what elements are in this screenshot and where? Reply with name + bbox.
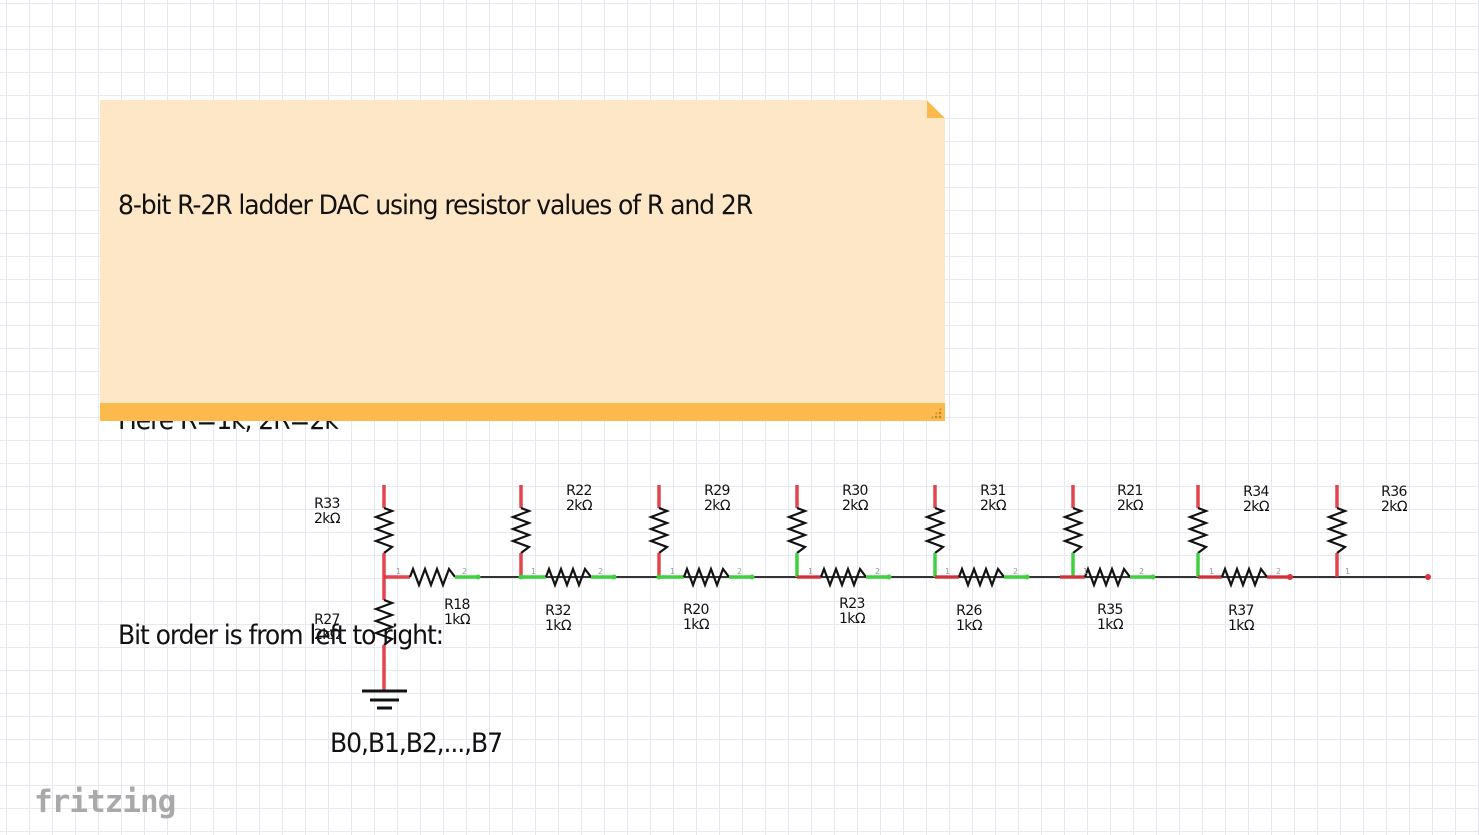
label-r32: R32 1kΩ [545, 603, 572, 634]
output-endpoint[interactable] [1425, 574, 1431, 580]
label-r27: R27 2kΩ [314, 612, 341, 643]
resistor-r27[interactable] [374, 577, 394, 690]
svg-text:2: 2 [598, 567, 603, 576]
note-bit-order: Bit order is from left to right: [118, 620, 444, 651]
resistor-r31[interactable] [925, 485, 945, 577]
resistor-r18[interactable] [384, 567, 481, 587]
fritzing-logo: fritzing [34, 784, 176, 820]
label-r30: R30 2kΩ [842, 483, 869, 514]
resistor-r34[interactable] [1188, 485, 1208, 577]
svg-text:2: 2 [875, 567, 880, 576]
resistor-r23[interactable] [797, 567, 892, 587]
resistor-r26[interactable] [935, 567, 1030, 587]
svg-text:1: 1 [1345, 567, 1350, 576]
svg-text:1: 1 [1209, 567, 1214, 576]
label-r37: R37 1kΩ [1228, 603, 1255, 634]
note-title: 8-bit R-2R ladder DAC using resistor val… [118, 190, 753, 221]
resistor-r37[interactable] [1198, 567, 1293, 587]
svg-text:1: 1 [808, 567, 813, 576]
svg-text:1: 1 [670, 567, 675, 576]
label-r35: R35 1kΩ [1097, 602, 1124, 633]
label-r18: R18 1kΩ [444, 597, 471, 628]
svg-text:1: 1 [945, 567, 950, 576]
note-bottom-bar [100, 403, 945, 421]
label-r22: R22 2kΩ [566, 483, 593, 514]
resistor-r29[interactable] [649, 485, 669, 580]
note-card[interactable]: 8-bit R-2R ladder DAC using resistor val… [100, 100, 945, 759]
resistor-r32[interactable] [521, 567, 617, 587]
svg-text:2: 2 [1013, 567, 1018, 576]
svg-text:2: 2 [462, 567, 467, 576]
svg-text:1: 1 [396, 567, 401, 576]
svg-text:2: 2 [737, 567, 742, 576]
svg-text:2: 2 [1139, 567, 1144, 576]
resistor-r33[interactable] [374, 485, 394, 577]
label-r20: R20 1kΩ [683, 602, 710, 633]
label-r33: R33 2kΩ [314, 496, 341, 527]
resistor-r36[interactable] [1327, 485, 1347, 577]
note-bit-list: B0,B1,B2,...,B7 [330, 728, 503, 759]
label-r31: R31 2kΩ [980, 483, 1007, 514]
label-r26: R26 1kΩ [956, 603, 983, 634]
note-text[interactable]: 8-bit R-2R ladder DAC using resistor val… [118, 116, 753, 834]
ground-icon[interactable] [362, 689, 407, 710]
label-r21: R21 2kΩ [1117, 483, 1144, 514]
label-r34: R34 2kΩ [1243, 484, 1270, 515]
resistor-r35[interactable] [1060, 567, 1156, 587]
note-fold-corner [927, 100, 945, 118]
resistor-r22[interactable] [511, 485, 531, 580]
resistor-r21[interactable] [1063, 485, 1083, 577]
label-r23: R23 1kΩ [839, 596, 866, 627]
resistor-r20[interactable] [659, 567, 755, 587]
svg-text:2: 2 [1276, 567, 1281, 576]
svg-text:1: 1 [531, 567, 536, 576]
label-r29: R29 2kΩ [704, 483, 731, 514]
label-r36: R36 2kΩ [1381, 484, 1408, 515]
pin-numbers: 1 2 1 2 1 2 1 2 1 2 1 2 1 2 1 [396, 567, 1350, 576]
resistor-r30[interactable] [787, 485, 807, 577]
svg-text:1: 1 [1083, 567, 1088, 576]
